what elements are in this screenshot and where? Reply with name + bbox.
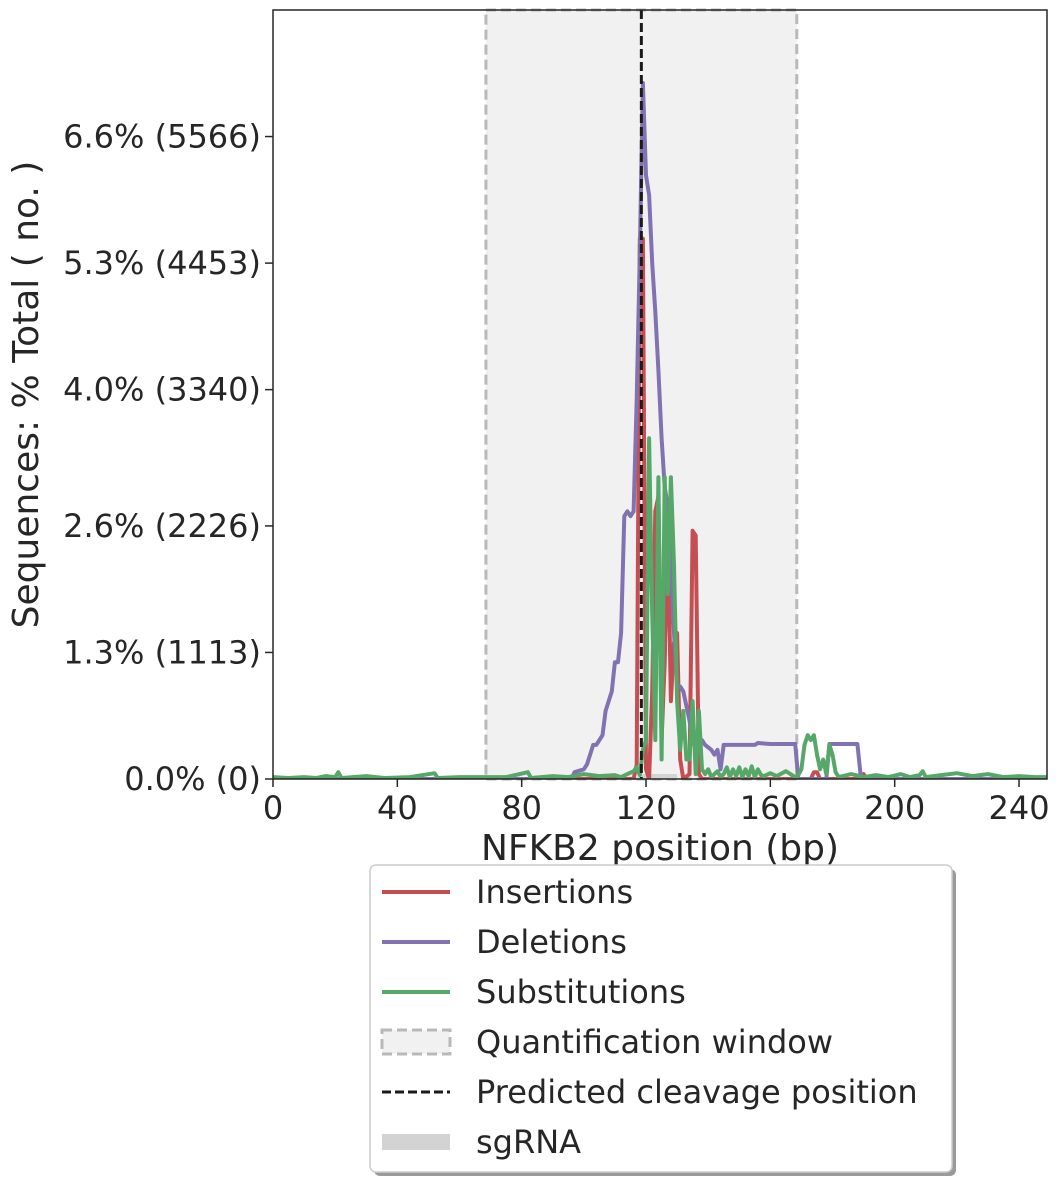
y-tick-label: 1.3% (1113) — [63, 633, 261, 671]
legend-label: Deletions — [476, 923, 627, 961]
legend-label: Predicted cleavage position — [476, 1073, 918, 1111]
y-tick-label: 0.0% (0) — [124, 760, 261, 798]
plot-frame — [272, 9, 1048, 780]
y-tick-label: 4.0% (3340) — [63, 371, 261, 409]
y-axis-label: Sequences: % Total ( no. ) — [6, 161, 47, 629]
x-tick-label: 40 — [377, 789, 418, 827]
legend-label: sgRNA — [476, 1123, 581, 1161]
series-line-substitutions — [273, 436, 1047, 779]
legend-swatch — [380, 1028, 452, 1056]
x-tick-label: 80 — [501, 789, 542, 827]
legend-label: Insertions — [476, 873, 633, 911]
sgrna-bar — [639, 774, 678, 779]
x-tick-label: 160 — [740, 789, 801, 827]
legend-swatch — [382, 1134, 450, 1150]
y-tick-label: 6.6% (5566) — [63, 118, 261, 156]
y-tick-label: 5.3% (4453) — [63, 244, 261, 282]
x-tick-label: 240 — [988, 789, 1049, 827]
x-tick-label: 200 — [864, 789, 925, 827]
y-tick-label: 2.6% (2226) — [63, 507, 261, 545]
legend-box — [369, 864, 953, 1173]
x-tick-label: 0 — [263, 789, 283, 827]
x-tick-label: 120 — [615, 789, 676, 827]
legend-label: Substitutions — [476, 973, 686, 1011]
x-axis-label: NFKB2 position (bp) — [481, 828, 839, 869]
legend-label: Quantification window — [476, 1023, 833, 1061]
